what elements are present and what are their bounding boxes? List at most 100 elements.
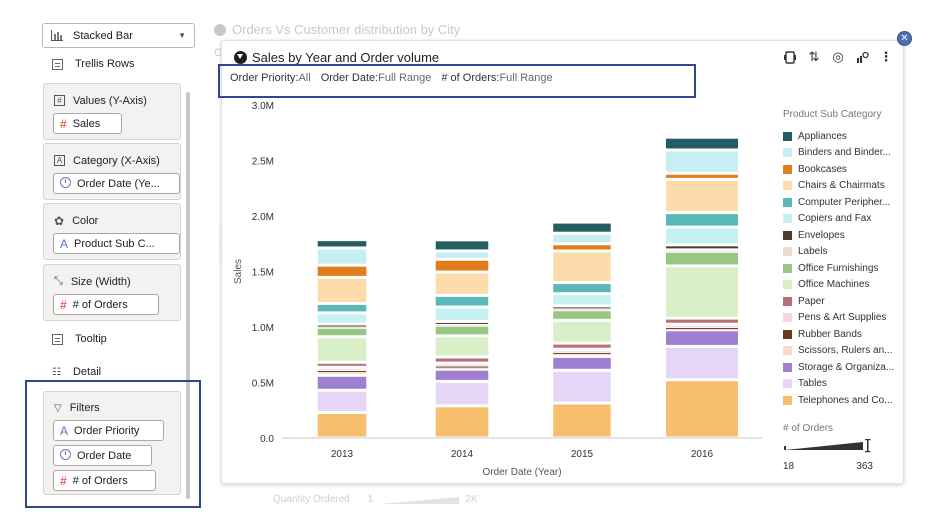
visualization-icon[interactable]	[783, 50, 797, 64]
bar-segment	[553, 354, 611, 356]
y-axis-title: Sales	[233, 259, 244, 284]
filter-pill-order-priority[interactable]: A Order Priority	[53, 420, 164, 441]
bar-segment	[435, 367, 489, 369]
tooltip-item[interactable]: Tooltip	[52, 333, 107, 345]
y-tick-label: 0.5M	[252, 379, 274, 390]
bar-segment	[553, 321, 611, 342]
legend-swatch	[783, 197, 792, 207]
category-section: A Category (X-Axis) Order Date (Ye...	[43, 143, 181, 200]
size-ramp	[784, 439, 871, 453]
legend-label: Scissors, Rulers an...	[798, 345, 893, 357]
legend-item[interactable]: Appliances	[783, 128, 894, 145]
bar-segment	[317, 325, 367, 327]
bar-segment	[435, 326, 489, 335]
bar-segment	[435, 382, 489, 405]
legend-item[interactable]: Rubber Bands	[783, 326, 894, 343]
chevron-down-icon[interactable]: ▼	[178, 31, 186, 40]
bar-segment	[435, 273, 489, 294]
legend-item[interactable]: Envelopes	[783, 227, 894, 244]
legend-item[interactable]: Pens & Art Supplies	[783, 310, 894, 327]
x-tick-label: 2015	[571, 449, 594, 460]
legend-item[interactable]: Storage & Organiza...	[783, 359, 894, 376]
category-heading: Category (X-Axis)	[73, 154, 160, 167]
size-max: 363	[856, 461, 873, 472]
bar-segment	[553, 234, 611, 243]
filter-pill-order-date[interactable]: Order Date	[53, 445, 152, 466]
filter-icon	[234, 51, 247, 64]
filter-order-date[interactable]: Order Date:Full Range	[320, 72, 432, 84]
legend-item[interactable]: Office Furnishings	[783, 260, 894, 277]
filter-pill-orders[interactable]: # # of Orders	[53, 470, 156, 491]
trellis-rows-item[interactable]: Trellis Rows	[52, 58, 135, 70]
bg-size-legend-title: Quantity Ordered	[273, 494, 350, 505]
viz-title-text: Sales by Year and Order volume	[252, 50, 440, 65]
bar-segment	[553, 223, 611, 232]
bar-segment	[666, 214, 738, 226]
color-pill-product-sub-category[interactable]: A Product Sub C...	[53, 233, 180, 254]
bar-segment	[317, 371, 367, 373]
legend-swatch	[783, 148, 792, 158]
bar-segment	[666, 381, 738, 437]
tooltip-icon	[52, 333, 63, 345]
legend-item[interactable]: Office Machines	[783, 277, 894, 294]
stacked-bar-chart[interactable]: 0.0 0.5M 1.0M 1.5M 2.0M 2.5M 3.0M Sales Order Da…	[222, 96, 772, 496]
values-heading: Values (Y-Axis)	[73, 94, 147, 107]
bar-segment	[666, 251, 738, 253]
chart-type-label: Stacked Bar	[73, 29, 133, 42]
legend-swatch	[783, 214, 792, 224]
legend-item[interactable]: Copiers and Fax	[783, 211, 894, 228]
legend-label: Copiers and Fax	[798, 213, 872, 225]
legend-swatch	[783, 313, 792, 323]
bg-viz-title: Orders Vs Customer distribution by City	[214, 22, 460, 37]
bar-segment	[435, 366, 489, 368]
chart-type-select[interactable]: Stacked Bar ▼	[42, 23, 195, 48]
bar-segment	[553, 309, 611, 311]
measure-icon: #	[60, 473, 67, 488]
values-pill-sales[interactable]: # Sales	[53, 113, 122, 134]
bar-segment	[553, 371, 611, 402]
bar-segment	[666, 331, 738, 345]
legend-item[interactable]: Bookcases	[783, 161, 894, 178]
legend-label: Pens & Art Supplies	[798, 312, 887, 324]
bg-size-legend: Quantity Ordered 1 2K	[273, 494, 478, 505]
color-pill-label: Product Sub C...	[74, 237, 155, 250]
x-axis-title: Order Date (Year)	[482, 467, 561, 478]
legend-item[interactable]: Labels	[783, 244, 894, 261]
category-pill-order-date[interactable]: Order Date (Ye...	[53, 173, 180, 194]
bar-segment	[553, 352, 611, 354]
bar-segment	[553, 357, 611, 369]
close-button[interactable]: ✕	[897, 31, 912, 46]
bar-segment	[435, 260, 489, 271]
bar-segment	[435, 358, 489, 362]
rows-icon	[52, 58, 63, 70]
viz-filter-bar[interactable]: Order Priority:All Order Date:Full Range…	[230, 72, 563, 84]
tooltip-label: Tooltip	[75, 333, 107, 345]
bar-segment	[435, 364, 489, 366]
chart-settings-icon[interactable]	[855, 50, 869, 64]
legend-item[interactable]: Scissors, Rulers an...	[783, 343, 894, 360]
filter-orders[interactable]: # of Orders:Full Range	[441, 72, 553, 84]
legend-item[interactable]: Tables	[783, 376, 894, 393]
legend-item[interactable]: Chairs & Chairmats	[783, 178, 894, 195]
detail-item[interactable]: ☷ Detail	[52, 366, 101, 378]
bar-segment	[317, 368, 367, 370]
legend-swatch	[783, 329, 792, 339]
legend-swatch	[783, 230, 792, 240]
legend-item[interactable]: Telephones and Co...	[783, 392, 894, 409]
bar-segment	[317, 314, 367, 323]
bar-segment	[435, 325, 489, 327]
bar-segment	[317, 372, 367, 374]
size-pill-orders[interactable]: # # of Orders	[53, 294, 159, 315]
target-icon[interactable]: ◎	[832, 49, 844, 64]
legend-item[interactable]: Binders and Binder...	[783, 145, 894, 162]
filter-order-priority[interactable]: Order Priority:All	[230, 72, 311, 84]
legend-swatch	[783, 346, 792, 356]
grammar-scrollbar[interactable]	[186, 92, 190, 499]
more-options-icon[interactable]: ⋮	[879, 49, 893, 64]
legend-item[interactable]: Paper	[783, 293, 894, 310]
viz-card[interactable]: Sales by Year and Order volume ⇅ ◎ ⋮ Ord…	[221, 40, 904, 484]
legend-item[interactable]: Computer Peripher...	[783, 194, 894, 211]
legend-swatch	[783, 379, 792, 389]
sort-icon[interactable]: ⇅	[808, 49, 820, 64]
bar-segment	[666, 180, 738, 212]
